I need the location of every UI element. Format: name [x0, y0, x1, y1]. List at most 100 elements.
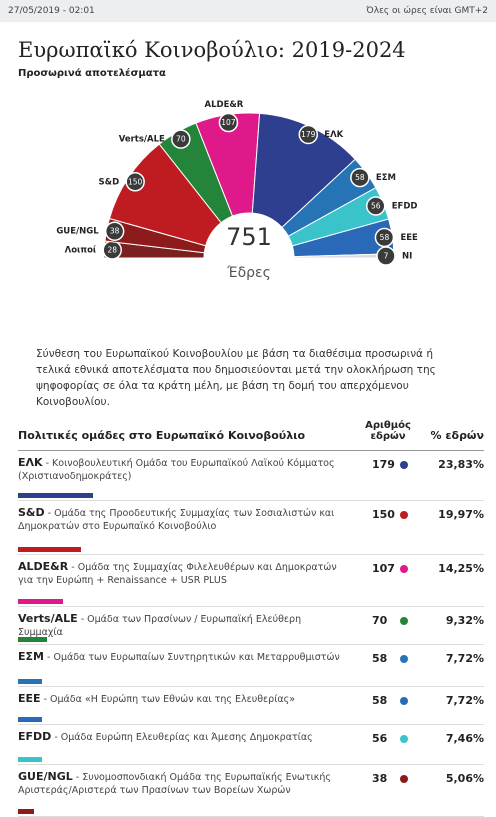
- value-label: 70: [176, 135, 186, 144]
- group-name: EFDD: [18, 730, 52, 743]
- group-cell: ΕΣΜ - Ομάδα των Ευρωπαίων Συντηρητικών κ…: [18, 650, 348, 664]
- hemicycle-chart: 751 Έδρες 28 Λοιποί 38 GUE/NGL 150 S&D 70 Verts…: [56, 100, 418, 281]
- seat-percentage: 7,46%: [445, 732, 484, 745]
- seats: 150: [372, 508, 395, 521]
- value-badge: [125, 172, 145, 192]
- segment-name: Λοιποί: [65, 244, 97, 255]
- value-badge: [298, 124, 319, 145]
- value-label: 107: [221, 118, 236, 127]
- color-dot: [400, 735, 408, 743]
- group-description: - Ομάδα των Ευρωπαίων Συντηρητικών και Μ…: [47, 652, 340, 663]
- seat-bar: [18, 809, 34, 814]
- group-name: GUE/NGL: [18, 770, 73, 783]
- seat-bar: [18, 679, 43, 684]
- seats: 38: [372, 772, 388, 785]
- group-name: ΕΛΚ: [18, 456, 43, 469]
- seat-percentage: 7,72%: [445, 652, 484, 665]
- value-label: 56: [371, 202, 381, 211]
- top-bar: 27/05/2019 - 02:01 Όλες οι ώρες είναι GM…: [0, 0, 496, 22]
- seat-percentage: 7,72%: [445, 694, 484, 707]
- column-header: Πολιτικές ομάδες στο Ευρωπαϊκό Κοινοβούλ…: [18, 429, 306, 442]
- group-name: Verts/ALE: [18, 612, 78, 625]
- seats: 58: [372, 652, 388, 665]
- color-dot: [400, 565, 408, 573]
- segment-name: ΕΛΚ: [324, 130, 343, 140]
- value-badge: [350, 167, 370, 188]
- color-dot: [400, 697, 408, 705]
- description: Σύνθεση του Ευρωπαϊκού Κοινοβουλίου με β…: [36, 348, 436, 408]
- datetime: 27/05/2019 - 02:01: [8, 6, 95, 16]
- seat-percentage: 9,32%: [445, 614, 484, 627]
- segment-name: S&D: [99, 177, 120, 187]
- value-label: 58: [355, 173, 365, 182]
- seats: 107: [372, 562, 395, 575]
- group-name: ALDE&R: [18, 560, 69, 573]
- table-row: Verts/ALE - Ομάδα των Πρασίνων / Ευρωπαϊ…: [18, 608, 484, 645]
- table-row: S&D - Ομάδα της Προοδευτικής Συμμαχίας τ…: [18, 502, 484, 555]
- group-cell: GUE/NGL - Συνομοσπονδιακή Ομάδα της Ευρω…: [18, 770, 348, 797]
- group-name: ΕΣΜ: [18, 650, 44, 663]
- segment-name: ΕΕΕ: [400, 233, 418, 243]
- group-cell: Verts/ALE - Ομάδα των Πρασίνων / Ευρωπαϊ…: [18, 612, 348, 639]
- seats: 179: [372, 458, 395, 471]
- group-cell: ΕΛΚ - Κοινοβουλευτική Ομάδα του Ευρωπαϊκ…: [18, 456, 348, 483]
- color-dot: [400, 655, 408, 663]
- group-description: - Ομάδα των Πρασίνων / Ευρωπαϊκή Ελεύθερ…: [18, 614, 302, 638]
- seat-percentage: 5,06%: [445, 772, 484, 785]
- table-row: ΕΛΚ - Κοινοβουλευτική Ομάδα του Ευρωπαϊκ…: [18, 452, 484, 501]
- color-dot: [400, 617, 408, 625]
- total-seats: 751: [226, 223, 272, 251]
- color-dot: [400, 461, 408, 469]
- value-label: 28: [107, 245, 117, 254]
- group-cell: ΕΕΕ - Ομάδα «Η Ευρώπη των Εθνών και της …: [18, 692, 348, 706]
- segment-name: EFDD: [392, 202, 418, 212]
- value-badge: [218, 112, 239, 133]
- center-label: Έδρες: [226, 265, 271, 281]
- value-label: 150: [128, 177, 143, 186]
- color-dot: [400, 775, 408, 783]
- seat-percentage: 14,25%: [438, 562, 484, 575]
- table-row: ALDE&R - Ομάδα της Συμμαχίας Φιλελευθέρω…: [18, 556, 484, 607]
- group-cell: S&D - Ομάδα της Προοδευτικής Συμμαχίας τ…: [18, 506, 348, 533]
- seat-bar: [18, 493, 94, 498]
- table-row: ΕΕΕ - Ομάδα «Η Ευρώπη των Εθνών και της …: [18, 688, 484, 725]
- seats: 56: [372, 732, 388, 745]
- title: Ευρωπαϊκό Κοινοβούλιο: 2019-2024: [18, 38, 406, 62]
- seat-bar: [18, 599, 63, 604]
- seat-bar: [18, 547, 81, 552]
- value-badge: [376, 246, 396, 266]
- seat-bar: [18, 757, 42, 762]
- seat-bar: [18, 637, 48, 642]
- group-description: - Ομάδα της Συμμαχίας Φιλελευθέρων και Δ…: [18, 562, 337, 586]
- seat-bar: [18, 717, 43, 722]
- timezone: Όλες οι ώρες είναι GMT+2: [366, 6, 488, 16]
- seats: 58: [372, 694, 388, 707]
- segment-name: ALDE&R: [205, 100, 244, 110]
- subtitle: Προσωρινά αποτελέσματα: [18, 68, 166, 79]
- column-header: % εδρών: [430, 429, 484, 442]
- table-row: ΕΣΜ - Ομάδα των Ευρωπαίων Συντηρητικών κ…: [18, 646, 484, 687]
- group-cell: ALDE&R - Ομάδα της Συμμαχίας Φιλελευθέρω…: [18, 560, 348, 587]
- table-row: GUE/NGL - Συνομοσπονδιακή Ομάδα της Ευρω…: [18, 766, 484, 817]
- table-row: EFDD - Ομάδα Ευρώπη Ελευθερίας και Άμεση…: [18, 726, 484, 765]
- seat-percentage: 23,83%: [438, 458, 484, 471]
- group-description: - Ομάδα «Η Ευρώπη των Εθνών και της Ελευ…: [43, 694, 296, 705]
- table-header: Πολιτικές ομάδες στο Ευρωπαϊκό Κοινοβούλ…: [18, 420, 484, 451]
- segment-name: GUE/NGL: [56, 227, 99, 237]
- group-name: ΕΕΕ: [18, 692, 41, 705]
- value-label: 58: [380, 233, 390, 242]
- value-badge: [366, 196, 386, 216]
- seat-percentage: 19,97%: [438, 508, 484, 521]
- seats: 70: [372, 614, 388, 627]
- group-name: S&D: [18, 506, 45, 519]
- group-description: - Συνομοσπονδιακή Ομάδα της Ευρωπαϊκής Ε…: [18, 772, 331, 796]
- value-badge: [171, 129, 191, 149]
- column-header: Αριθμός εδρών: [365, 420, 411, 442]
- group-description: - Ομάδα Ευρώπη Ελευθερίας και Άμεσης Δημ…: [54, 732, 313, 743]
- value-badge: [104, 221, 125, 241]
- segment-name: NI: [402, 251, 412, 261]
- value-label: 7: [384, 251, 389, 260]
- color-dot: [400, 511, 408, 519]
- value-label: 179: [301, 130, 316, 139]
